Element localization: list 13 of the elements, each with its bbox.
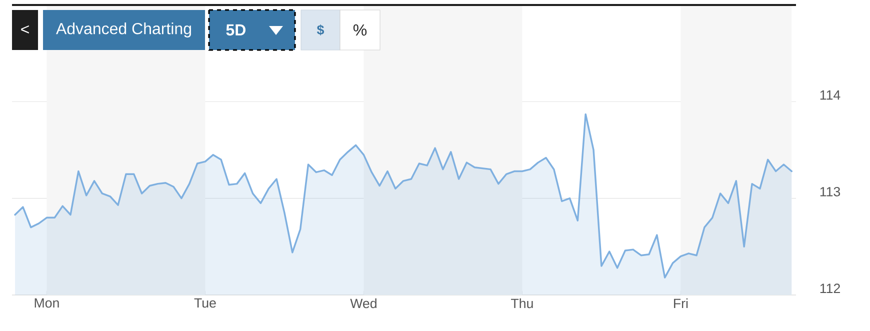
x-tick-label: Mon (34, 298, 59, 308)
annotation: $ (316, 24, 324, 36)
x-tick-label: Tue (194, 298, 216, 308)
annotation: 5D (226, 24, 246, 36)
y-tick-label: 112 (820, 284, 840, 293)
x-tick-label: Thu (511, 298, 533, 308)
x-tick-label: Fri (674, 298, 688, 308)
y-tick-label: 113 (820, 186, 840, 196)
y-tick-label: 114 (820, 90, 840, 100)
annotation: % (353, 24, 367, 36)
annotation: Advanced Charting (56, 22, 191, 38)
x-tick-label: Wed (350, 298, 376, 308)
annotation: < (21, 25, 29, 34)
